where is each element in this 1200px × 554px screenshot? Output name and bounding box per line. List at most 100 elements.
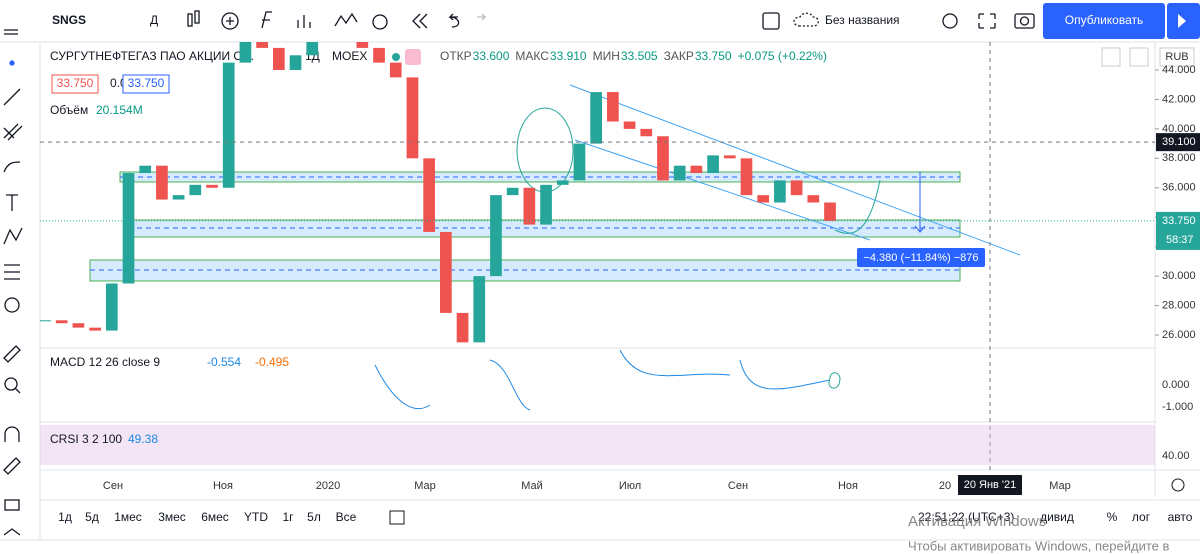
pattern-icon[interactable] bbox=[3, 227, 23, 245]
candle bbox=[272, 47, 285, 70]
undo-icon[interactable] bbox=[448, 13, 460, 28]
toolbar-icons bbox=[187, 10, 1035, 30]
ohlc-label: ЗАКР bbox=[664, 49, 694, 63]
indicators-icon[interactable] bbox=[221, 12, 239, 30]
candle bbox=[757, 195, 770, 203]
candle bbox=[573, 143, 586, 181]
templates-icon[interactable] bbox=[297, 15, 311, 28]
time-tick-label: Май bbox=[521, 480, 543, 492]
publish-label: Опубликовать bbox=[1065, 13, 1143, 27]
eye-icon[interactable] bbox=[3, 528, 21, 536]
publish-button[interactable] bbox=[1043, 3, 1165, 39]
magnet-icon[interactable] bbox=[4, 426, 20, 442]
arrow-btn bbox=[1101, 47, 1121, 67]
range-button[interactable]: 1г bbox=[282, 510, 294, 524]
replay-icon[interactable] bbox=[412, 13, 428, 29]
trend-line-icon[interactable] bbox=[3, 88, 21, 106]
range-button[interactable]: 6мес bbox=[201, 510, 229, 524]
legend-change: +0.075 (+0.22%) bbox=[738, 49, 827, 63]
interval[interactable]: Д bbox=[150, 13, 158, 27]
menu-icon[interactable] bbox=[4, 29, 18, 35]
symbol[interactable]: SNGS bbox=[52, 13, 86, 27]
price-tick-label: 36.000 bbox=[1162, 182, 1196, 194]
legend-exchange: MOEX bbox=[332, 49, 367, 63]
measure: −4.380 (−11.84%) −876 bbox=[863, 252, 978, 264]
fullscreen-icon[interactable] bbox=[978, 13, 996, 29]
fx-icon[interactable] bbox=[261, 11, 272, 29]
candle bbox=[473, 276, 486, 343]
ohlc-value: 33.505 bbox=[621, 49, 658, 63]
prediction-icon[interactable] bbox=[4, 264, 20, 280]
range-button[interactable]: 5л bbox=[307, 510, 321, 524]
watermark: Чтобы активировать Windows, перейдите в bbox=[908, 538, 1170, 553]
candle bbox=[590, 92, 603, 144]
range-button[interactable]: 1мес bbox=[114, 510, 142, 524]
volume-label: Объём bbox=[50, 103, 88, 117]
candles-icon[interactable] bbox=[187, 13, 193, 27]
status-dot bbox=[392, 53, 400, 61]
cursor-icon[interactable] bbox=[9, 60, 15, 66]
macd-mark bbox=[828, 372, 841, 389]
candle bbox=[456, 312, 469, 343]
candle bbox=[623, 121, 636, 129]
brush-icon[interactable] bbox=[3, 161, 21, 173]
time-tick-label: Мар bbox=[414, 480, 436, 492]
candle bbox=[122, 173, 135, 284]
zoom-icon[interactable] bbox=[4, 377, 18, 391]
candle bbox=[406, 77, 419, 159]
last-label-bg bbox=[1156, 211, 1200, 250]
scale-option[interactable]: % bbox=[1107, 510, 1118, 524]
redo-icon[interactable] bbox=[477, 13, 487, 21]
checkbox[interactable] bbox=[762, 12, 780, 30]
range-button[interactable]: 5д bbox=[85, 510, 99, 524]
range-button[interactable]: 3мес bbox=[158, 510, 186, 524]
range-button[interactable]: YTD bbox=[244, 510, 268, 524]
candle bbox=[807, 195, 820, 203]
candle bbox=[824, 202, 836, 221]
price-tick-label: 26.000 bbox=[1162, 329, 1196, 341]
candle bbox=[256, 42, 268, 48]
compare-icon[interactable] bbox=[334, 12, 358, 27]
candle bbox=[222, 62, 235, 188]
candle bbox=[139, 165, 152, 174]
pencil-lock-icon[interactable] bbox=[3, 457, 21, 475]
time-crosshair: 20 Янв '21 bbox=[964, 479, 1017, 491]
candle bbox=[156, 165, 168, 200]
ruler-icon[interactable] bbox=[3, 345, 21, 363]
snapshot-icon[interactable] bbox=[1014, 13, 1035, 29]
ask-box bbox=[122, 74, 170, 94]
fib-icon[interactable] bbox=[3, 123, 23, 141]
ohlc-value: 33.750 bbox=[695, 49, 732, 63]
price-tick-label: 44.000 bbox=[1162, 64, 1196, 76]
crosshair-label-bg bbox=[1156, 133, 1200, 152]
scale-option[interactable]: авто bbox=[1168, 510, 1193, 524]
crosshair-label: 39.100 bbox=[1162, 136, 1196, 148]
candle bbox=[55, 320, 68, 324]
text-icon[interactable] bbox=[6, 194, 18, 211]
candle bbox=[506, 187, 519, 196]
status-badge bbox=[405, 49, 421, 65]
crsi-band bbox=[40, 425, 1155, 465]
crsi-axis-label: 40.00 bbox=[1162, 450, 1190, 462]
time-tick-label: Ноя bbox=[213, 480, 233, 492]
layout-name[interactable]: Без названия bbox=[825, 13, 900, 27]
candle bbox=[657, 136, 669, 181]
scale-option[interactable]: дивид bbox=[1040, 510, 1074, 524]
candle bbox=[206, 184, 218, 188]
candles bbox=[40, 42, 836, 343]
candle bbox=[640, 128, 653, 137]
scale-option[interactable]: лог bbox=[1132, 510, 1151, 524]
lock-icon[interactable] bbox=[4, 499, 20, 511]
channel bbox=[569, 84, 1021, 256]
bid: 33.750 bbox=[57, 76, 94, 90]
settings-icon[interactable] bbox=[942, 13, 958, 29]
emoji-icon[interactable] bbox=[4, 297, 20, 313]
macd-value: -0.554 bbox=[207, 355, 241, 369]
range-button[interactable]: 1д bbox=[58, 510, 72, 524]
ohlc-label: МАКС bbox=[515, 49, 549, 63]
candle bbox=[373, 47, 385, 63]
range-button[interactable]: Все bbox=[336, 510, 357, 524]
candle bbox=[72, 323, 85, 328]
alert-icon[interactable] bbox=[372, 14, 388, 30]
candle bbox=[690, 165, 703, 174]
